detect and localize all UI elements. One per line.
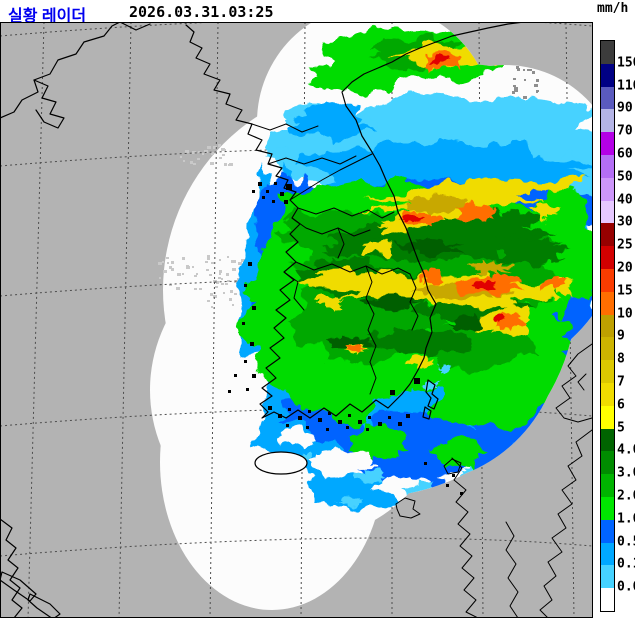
scale-segment bbox=[601, 382, 614, 406]
scale-tick-label: 110 bbox=[617, 78, 635, 94]
scale-tick-label: 8 bbox=[617, 351, 625, 367]
scale-tick-label: 20 bbox=[617, 260, 633, 276]
scale-segment bbox=[601, 177, 614, 201]
scale-segment bbox=[601, 154, 614, 178]
scale-segment bbox=[601, 314, 614, 338]
scale-tick-label: 0.1 bbox=[617, 556, 635, 572]
china-peninsula bbox=[33, 79, 65, 129]
scale-tick-label: 150 bbox=[617, 55, 635, 71]
china-south-coast bbox=[1, 519, 23, 618]
province-3 bbox=[295, 261, 411, 275]
scale-tick-label: 3.0 bbox=[617, 465, 635, 481]
province-5 bbox=[409, 273, 419, 331]
radar-map bbox=[0, 22, 594, 619]
kyushu-inner-coast bbox=[505, 521, 519, 618]
liaodong-tip bbox=[120, 23, 151, 31]
honshu-coast bbox=[555, 343, 592, 423]
scale-tick-label: 5 bbox=[617, 420, 625, 436]
scale-tick-label: 6 bbox=[617, 397, 625, 413]
scale-segment bbox=[601, 223, 614, 247]
scale-segment bbox=[601, 200, 614, 224]
small-islands bbox=[228, 182, 463, 495]
province-1 bbox=[297, 207, 395, 219]
scale-segment bbox=[601, 451, 614, 475]
scale-segment bbox=[601, 565, 614, 589]
rainrate-color-scale bbox=[600, 40, 615, 612]
scale-segment bbox=[601, 542, 614, 566]
scale-tick-label: 25 bbox=[617, 237, 633, 253]
tsushima-south bbox=[422, 406, 432, 420]
scale-tick-label: 90 bbox=[617, 100, 633, 116]
china-north-coast bbox=[1, 23, 120, 119]
scale-segment bbox=[601, 474, 614, 497]
legend-unit-label: mm/h bbox=[597, 1, 629, 16]
province-6 bbox=[283, 271, 305, 311]
kyushu-east-coast bbox=[539, 429, 592, 618]
tsushima-island bbox=[425, 379, 439, 410]
scale-segment bbox=[601, 428, 614, 452]
scale-tick-label: 10 bbox=[617, 306, 633, 322]
scale-tick-label: 1.0 bbox=[617, 511, 635, 527]
scale-tick-label: 9 bbox=[617, 328, 625, 344]
scale-segment bbox=[601, 132, 614, 155]
goto-islands bbox=[395, 497, 421, 519]
scale-tick-label: 40 bbox=[617, 192, 633, 208]
scale-segment bbox=[601, 63, 614, 87]
scale-segment bbox=[601, 246, 614, 269]
kyushu-west-coast bbox=[451, 457, 479, 618]
province-2 bbox=[291, 217, 371, 237]
scale-tick-label: 30 bbox=[617, 214, 633, 230]
korea-coastline bbox=[185, 23, 521, 419]
scale-tick-label: 2.0 bbox=[617, 488, 635, 504]
scale-tick-label: 70 bbox=[617, 123, 633, 139]
dmz-line bbox=[289, 153, 373, 201]
scale-tick-label: 50 bbox=[617, 169, 633, 185]
iki-island bbox=[443, 458, 462, 475]
scale-tick-label: 0.5 bbox=[617, 534, 635, 550]
scale-segment bbox=[601, 291, 614, 315]
scale-segment bbox=[601, 496, 614, 520]
scale-segment bbox=[601, 360, 614, 383]
china-island-2 bbox=[27, 593, 61, 618]
page-title: 실황 레이더 bbox=[8, 8, 87, 25]
scale-segment bbox=[601, 41, 614, 64]
scale-tick-label: 0.0 bbox=[617, 579, 635, 595]
nk-province-2 bbox=[267, 155, 357, 165]
observation-timestamp: 2026.03.31.03:25 bbox=[129, 3, 274, 21]
scale-segment bbox=[601, 268, 614, 292]
scale-segment bbox=[601, 519, 614, 543]
nk-province-1 bbox=[251, 123, 319, 133]
scale-segment bbox=[601, 86, 614, 110]
scale-tick-label: 60 bbox=[617, 146, 633, 162]
scale-tick-label: 7 bbox=[617, 374, 625, 390]
scale-segment bbox=[601, 588, 614, 611]
map-border bbox=[0, 22, 593, 618]
province-7 bbox=[337, 227, 345, 259]
scale-segment bbox=[601, 337, 614, 361]
jeju-island bbox=[254, 451, 308, 475]
scale-tick-label: 4.0 bbox=[617, 442, 635, 458]
honshu-bay bbox=[577, 373, 587, 391]
scale-tick-label: 15 bbox=[617, 283, 633, 299]
scale-segment bbox=[601, 405, 614, 429]
scale-segment bbox=[601, 109, 614, 133]
coastlines bbox=[1, 23, 592, 618]
province-4 bbox=[365, 265, 377, 395]
